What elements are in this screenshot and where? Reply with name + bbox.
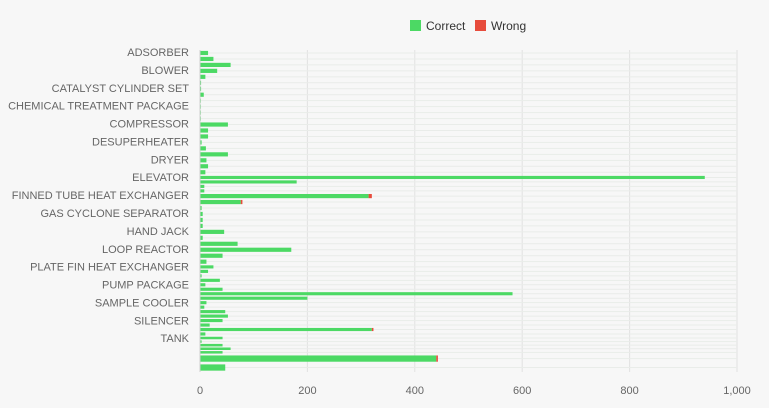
bar-segment-correct[interactable] xyxy=(200,283,206,287)
bar-segment-correct[interactable] xyxy=(200,170,206,175)
x-tick-label: 200 xyxy=(298,385,316,397)
bar-segment-correct[interactable] xyxy=(200,86,202,91)
y-category-label: SAMPLE COOLER xyxy=(95,297,189,309)
bar-segment-correct[interactable] xyxy=(200,241,238,246)
y-category-label: GAS CYCLONE SEPARATOR xyxy=(40,208,189,220)
bar-segment-correct[interactable] xyxy=(200,223,203,228)
bar-segment-correct[interactable] xyxy=(200,184,205,188)
bar-segment-wrong[interactable] xyxy=(368,194,372,199)
plot-area: 0 200 400 600 800 1,000 ADSORBER BLOWER CATALYST… xyxy=(8,47,751,397)
bar-segment-wrong[interactable] xyxy=(240,199,243,205)
bar-segment-correct[interactable] xyxy=(200,80,202,85)
bar-segment-correct[interactable] xyxy=(200,122,228,127)
y-category-label: PLATE FIN HEAT EXCHANGER xyxy=(30,262,189,274)
bar-segment-correct[interactable] xyxy=(200,180,297,184)
y-category-label: LOOP REACTOR xyxy=(102,244,189,256)
bar-segment-correct[interactable] xyxy=(200,211,203,217)
bar-segment-correct[interactable] xyxy=(200,175,705,180)
y-category-label: TANK xyxy=(160,333,189,345)
bar-segment-correct[interactable] xyxy=(200,92,204,97)
x-tick-label: 800 xyxy=(620,385,638,397)
bar-segment-correct[interactable] xyxy=(200,205,202,211)
y-category-label: CHEMICAL TREATMENT PACKAGE xyxy=(8,101,189,113)
bar-segment-correct[interactable] xyxy=(200,296,308,300)
y-category-label: BLOWER xyxy=(141,65,189,77)
bar-segment-correct[interactable] xyxy=(200,140,202,145)
bar-segment-correct[interactable] xyxy=(200,158,207,163)
bar-segment-correct[interactable] xyxy=(200,355,437,362)
bar-segment-correct[interactable] xyxy=(200,134,209,139)
y-category-label: ELEVATOR xyxy=(132,172,189,184)
bar-segment-correct[interactable] xyxy=(200,74,206,79)
y-category-label: SILENCER xyxy=(134,315,189,327)
bar-segment-correct[interactable] xyxy=(200,146,206,151)
bar-segment-correct[interactable] xyxy=(200,347,231,350)
y-category-label: HAND JACK xyxy=(127,226,190,238)
bar-segment-correct[interactable] xyxy=(200,253,223,258)
bar-segment-correct[interactable] xyxy=(200,56,214,62)
y-category-label: PUMP PACKAGE xyxy=(102,280,189,292)
x-tick-label: 400 xyxy=(406,385,424,397)
bar-segment-correct[interactable] xyxy=(200,62,231,67)
bar-segment-correct[interactable] xyxy=(200,310,226,314)
legend-label-wrong[interactable]: Wrong xyxy=(491,19,526,33)
y-category-label: CATALYST CYLINDER SET xyxy=(52,83,190,95)
bar-segment-correct[interactable] xyxy=(200,287,223,291)
bar-segment-correct[interactable] xyxy=(200,343,223,347)
bar-segment-correct[interactable] xyxy=(200,301,207,305)
bar-segment-wrong[interactable] xyxy=(436,355,438,362)
bar-segment-correct[interactable] xyxy=(200,305,205,309)
bar-segment-wrong[interactable] xyxy=(371,327,374,332)
x-tick-label: 0 xyxy=(197,385,203,397)
bar-segment-correct[interactable] xyxy=(200,314,228,318)
bar-segment-correct[interactable] xyxy=(200,323,210,327)
bar-segment-correct[interactable] xyxy=(200,327,372,332)
y-category-label: ADSORBER xyxy=(127,47,189,59)
y-category-label: FINNED TUBE HEAT EXCHANGER xyxy=(12,190,189,202)
bar-segment-correct[interactable] xyxy=(200,278,220,282)
legend-swatch-correct[interactable] xyxy=(410,20,421,31)
bar-segment-correct[interactable] xyxy=(200,235,203,240)
bar-segment-correct[interactable] xyxy=(200,189,205,193)
bar-segment-correct[interactable] xyxy=(200,274,202,278)
chart-legend[interactable]: Correct Wrong xyxy=(410,19,526,33)
bar-segment-correct[interactable] xyxy=(200,152,228,157)
bar-segment-correct[interactable] xyxy=(200,50,209,56)
legend-label-correct[interactable]: Correct xyxy=(426,19,466,33)
bar-segment-correct[interactable] xyxy=(200,351,223,354)
x-tick-label: 600 xyxy=(513,385,531,397)
y-category-label: DRYER xyxy=(151,154,189,166)
y-category-label: COMPRESSOR xyxy=(110,119,190,131)
bar-segment-correct[interactable] xyxy=(200,269,209,273)
x-tick-label: 1,000 xyxy=(723,385,751,397)
bar-segment-correct[interactable] xyxy=(200,217,203,223)
bar-segment-correct[interactable] xyxy=(200,340,202,343)
bar-segment-correct[interactable] xyxy=(200,199,241,205)
bar-segment-correct[interactable] xyxy=(200,336,223,340)
bar-segment-correct[interactable] xyxy=(200,364,226,371)
bar-segment-correct[interactable] xyxy=(200,247,292,252)
bar-segment-correct[interactable] xyxy=(200,68,218,73)
bar-segment-correct[interactable] xyxy=(200,164,209,169)
bar-segment-correct[interactable] xyxy=(200,229,225,234)
bar-segment-correct[interactable] xyxy=(200,332,206,336)
bar-segment-correct[interactable] xyxy=(200,265,214,269)
bar-segment-correct[interactable] xyxy=(200,128,209,133)
bar-segment-correct[interactable] xyxy=(200,292,513,296)
bar-segment-correct[interactable] xyxy=(200,259,207,264)
y-category-label: DESUPERHEATER xyxy=(92,136,189,148)
bar-segment-correct[interactable] xyxy=(200,194,369,199)
bar-segment-correct[interactable] xyxy=(200,319,223,323)
legend-swatch-wrong[interactable] xyxy=(475,20,486,31)
